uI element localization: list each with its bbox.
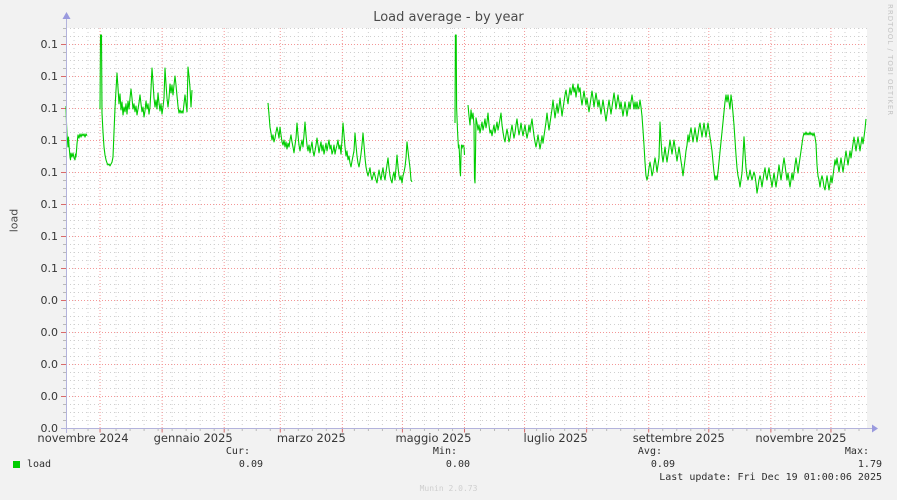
svg-text:gennaio 2025: gennaio 2025 xyxy=(154,431,233,445)
legend-series-label: load xyxy=(27,459,52,470)
stat-cur-value: 0.09 xyxy=(238,459,263,470)
svg-text:novembre 2024: novembre 2024 xyxy=(37,431,128,445)
svg-text:0.0: 0.0 xyxy=(41,326,59,339)
svg-text:settembre 2025: settembre 2025 xyxy=(633,431,725,445)
svg-text:0.0: 0.0 xyxy=(41,294,59,307)
stat-avg-label: Avg: xyxy=(637,446,662,457)
svg-text:maggio 2025: maggio 2025 xyxy=(395,431,471,445)
svg-text:0.1: 0.1 xyxy=(41,102,59,115)
stat-max: Max: 1.79 xyxy=(762,445,882,471)
y-axis-label: load xyxy=(7,208,21,233)
stat-max-value: 1.79 xyxy=(857,459,882,470)
svg-text:0.1: 0.1 xyxy=(41,198,59,211)
stat-cur: Cur: 0.09 xyxy=(143,445,263,471)
svg-text:luglio 2025: luglio 2025 xyxy=(524,431,588,445)
svg-text:0.0: 0.0 xyxy=(41,358,59,371)
svg-text:0.0: 0.0 xyxy=(41,390,59,403)
stat-avg-value: 0.09 xyxy=(650,459,675,470)
stat-avg: Avg: 0.09 xyxy=(555,445,675,471)
stat-max-label: Max: xyxy=(844,446,869,457)
svg-text:0.0: 0.0 xyxy=(41,422,59,435)
svg-text:0.1: 0.1 xyxy=(41,70,59,83)
svg-text:0.1: 0.1 xyxy=(41,166,59,179)
chart-title: Load average - by year xyxy=(373,10,524,25)
last-update: Last update: Fri Dec 19 01:00:06 2025 xyxy=(659,472,882,483)
rrdtool-watermark: RRDTOOL / TOBI OETIKER xyxy=(886,4,894,117)
svg-text:0.1: 0.1 xyxy=(41,134,59,147)
munin-version-watermark: Munin 2.0.73 xyxy=(419,484,478,493)
svg-text:novembre 2025: novembre 2025 xyxy=(755,431,846,445)
svg-text:marzo 2025: marzo 2025 xyxy=(277,431,346,445)
legend-color-swatch xyxy=(13,461,20,468)
stat-min-label: Min: xyxy=(432,446,457,457)
svg-text:0.1: 0.1 xyxy=(41,230,59,243)
svg-text:0.1: 0.1 xyxy=(41,262,59,275)
stat-min: Min: 0.00 xyxy=(350,445,470,471)
stat-min-value: 0.00 xyxy=(445,459,470,470)
stat-cur-label: Cur: xyxy=(225,446,250,457)
svg-text:0.1: 0.1 xyxy=(41,38,59,51)
